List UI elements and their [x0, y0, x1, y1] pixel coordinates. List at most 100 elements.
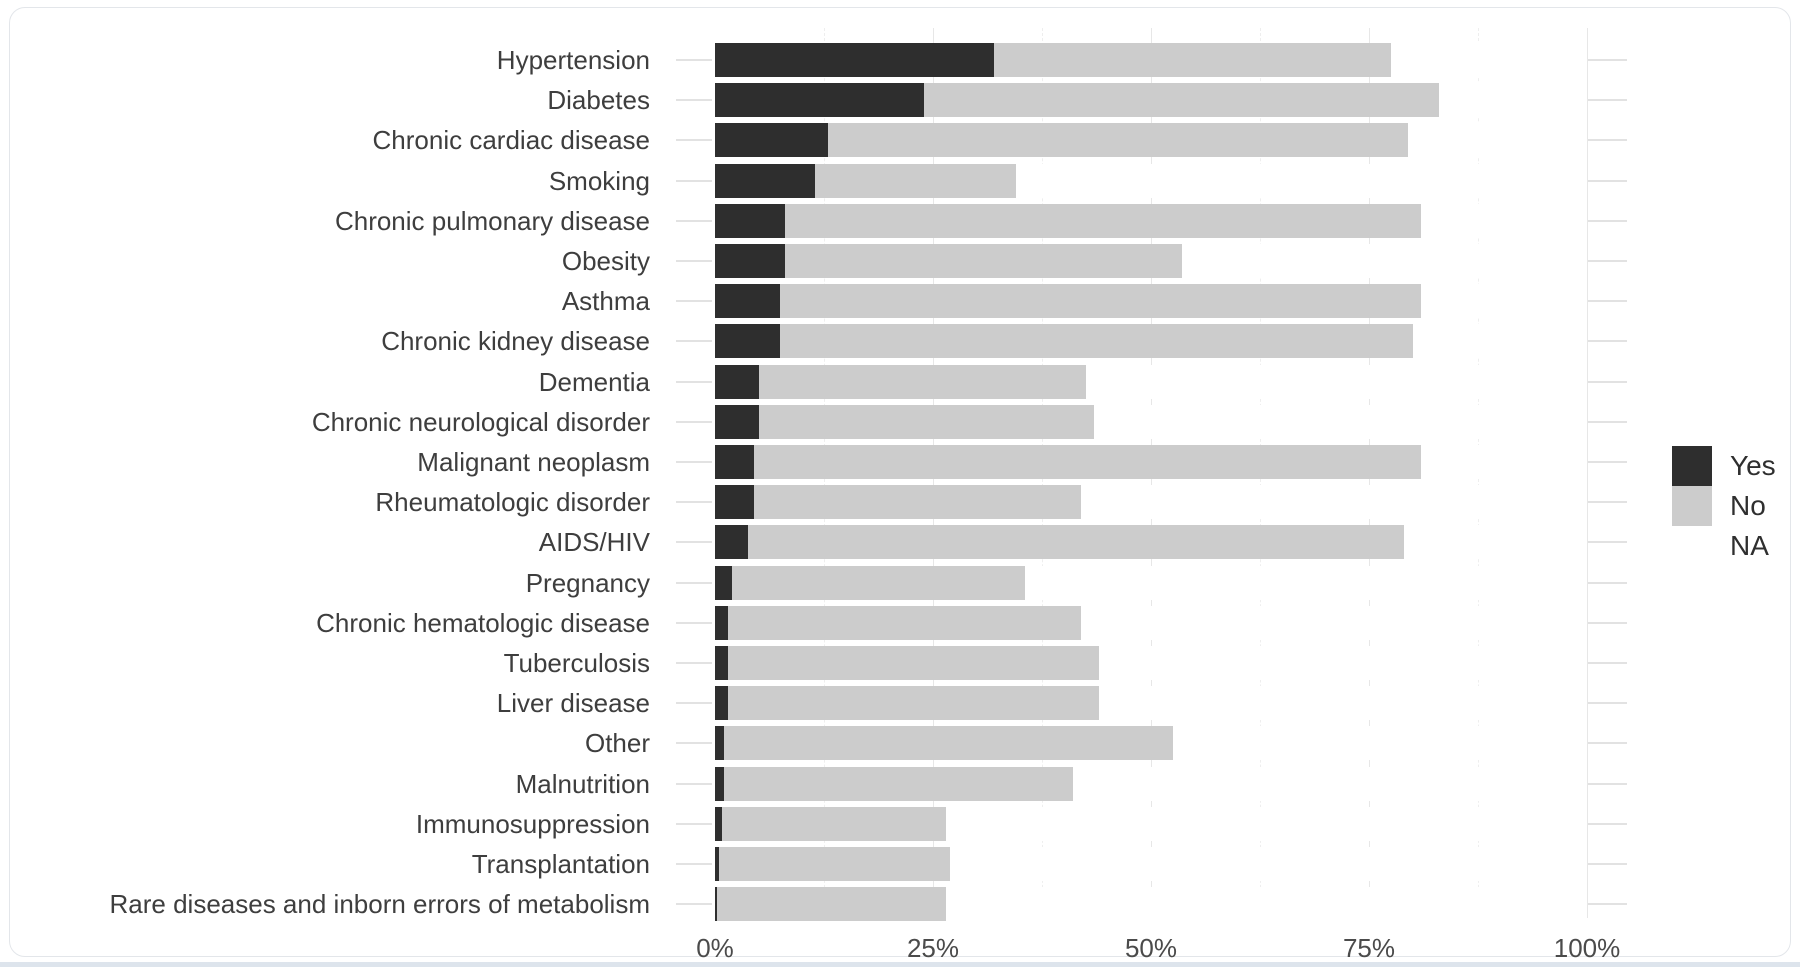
bar-segment-na — [1421, 284, 1587, 319]
bar-row — [715, 565, 1587, 600]
y-axis-tick — [676, 702, 712, 705]
category-label: Pregnancy — [525, 567, 650, 598]
panel-right-gridline-segment — [1588, 621, 1627, 624]
y-axis-tick — [676, 179, 712, 182]
panel-right-gridline-segment — [1588, 260, 1627, 262]
y-axis-tick — [676, 420, 712, 423]
bar-segment-na — [1408, 123, 1587, 158]
bar-segment-na — [1181, 244, 1587, 278]
bar-segment-no — [780, 324, 1413, 359]
bar-segment-yes — [715, 565, 733, 600]
bar-segment-no — [924, 83, 1439, 118]
panel-right-gridline-segment — [1588, 380, 1627, 383]
bar-segment-no — [728, 686, 1099, 721]
bar-segment-na — [1081, 485, 1587, 520]
bar-row — [715, 404, 1587, 439]
bar-row — [715, 43, 1587, 77]
panel-right-gridline-segment — [1588, 541, 1627, 544]
bar-segment-yes — [715, 686, 729, 721]
bar-row — [715, 244, 1587, 278]
category-label: Rheumatologic disorder — [375, 487, 650, 518]
category-label: AIDS/HIV — [538, 527, 650, 558]
panel-right-gridline-segment — [1588, 501, 1627, 504]
bar-segment-yes — [715, 726, 724, 761]
panel-right-gridline-segment — [1588, 461, 1627, 463]
bar-row — [715, 686, 1587, 721]
bar-segment-na — [1438, 83, 1587, 118]
bar-row — [715, 163, 1587, 198]
panel-right-gridline-segment — [1588, 420, 1627, 423]
category-label: Diabetes — [547, 85, 650, 116]
category-label: Chronic neurological disorder — [311, 406, 650, 437]
panel-right-gridline-segment — [1588, 702, 1627, 705]
category-label: Other — [584, 728, 650, 759]
y-axis-tick — [676, 139, 712, 142]
bar-segment-no — [732, 565, 1025, 600]
bar-row — [715, 766, 1587, 801]
bar-segment-no — [754, 485, 1082, 520]
y-axis-tick — [676, 300, 712, 303]
y-axis-tick — [676, 662, 712, 664]
category-label: Liver disease — [496, 688, 650, 719]
bar-segment-na — [1094, 404, 1587, 439]
bar-segment-no — [719, 847, 951, 881]
x-axis-tick-label: 50% — [1124, 933, 1178, 963]
bar-segment-no — [723, 726, 1173, 761]
y-axis-tick — [676, 59, 712, 61]
bar-segment-no — [728, 646, 1099, 680]
bar-segment-yes — [715, 806, 722, 841]
legend-entry-yes: Yes — [1672, 446, 1776, 486]
bar-row — [715, 525, 1587, 560]
bar-row — [715, 887, 1587, 922]
y-axis-tick — [676, 742, 712, 745]
category-label: Immunosuppression — [415, 808, 650, 839]
bar-segment-yes — [715, 163, 816, 198]
panel-right-gridline-segment — [1588, 139, 1627, 142]
y-axis-tick — [676, 260, 712, 262]
legend-entry-na: NA — [1672, 526, 1769, 566]
legend-swatch-na — [1672, 526, 1712, 566]
bar-segment-yes — [715, 123, 829, 158]
y-axis-tick — [676, 340, 712, 343]
bar-segment-no — [815, 163, 1016, 198]
bar-segment-no — [754, 445, 1422, 479]
x-axis-tick-label: 25% — [906, 933, 960, 963]
y-axis-tick — [676, 501, 712, 504]
bar-row — [715, 847, 1587, 881]
bar-segment-no — [758, 404, 1095, 439]
y-axis-tick — [676, 581, 712, 584]
legend-entry-no: No — [1672, 486, 1766, 526]
y-axis-tick — [676, 219, 712, 222]
bar-segment-na — [946, 887, 1587, 922]
y-axis-tick — [676, 461, 712, 463]
bar-segment-yes — [715, 887, 717, 922]
bar-segment-no — [784, 203, 1422, 238]
x-axis-tick-label: 0% — [696, 933, 734, 963]
panel-right-gridline-segment — [1588, 59, 1627, 61]
category-label: Transplantation — [471, 849, 650, 879]
bar-segment-no — [721, 806, 947, 841]
category-label: Rare diseases and inborn errors of metab… — [109, 889, 650, 920]
bar-segment-na — [1085, 364, 1587, 399]
bar-row — [715, 806, 1587, 841]
bar-segment-yes — [715, 203, 785, 238]
bar-segment-na — [1403, 525, 1587, 560]
bar-segment-na — [1024, 565, 1587, 600]
bar-segment-yes — [715, 244, 785, 278]
bar-segment-no — [728, 605, 1082, 640]
stacked-bar-chart: Hypertension Diabetes Chronic cardiac dise… — [10, 8, 1790, 963]
page-bottom-divider — [0, 962, 1800, 967]
category-label: Chronic pulmonary disease — [334, 205, 650, 236]
bar-segment-na — [1421, 203, 1587, 238]
bar-segment-yes — [715, 364, 759, 399]
panel-right-gridline-segment — [1588, 863, 1627, 865]
bar-segment-yes — [715, 404, 759, 439]
legend-label: Yes — [1730, 450, 1776, 481]
bar-row — [715, 605, 1587, 640]
bar-segment-yes — [715, 847, 720, 881]
bar-segment-na — [946, 806, 1587, 841]
bar-segment-no — [758, 364, 1086, 399]
bar-segment-yes — [715, 284, 781, 319]
legend-swatch-no — [1672, 486, 1712, 526]
panel-right-gridline-segment — [1588, 662, 1627, 664]
